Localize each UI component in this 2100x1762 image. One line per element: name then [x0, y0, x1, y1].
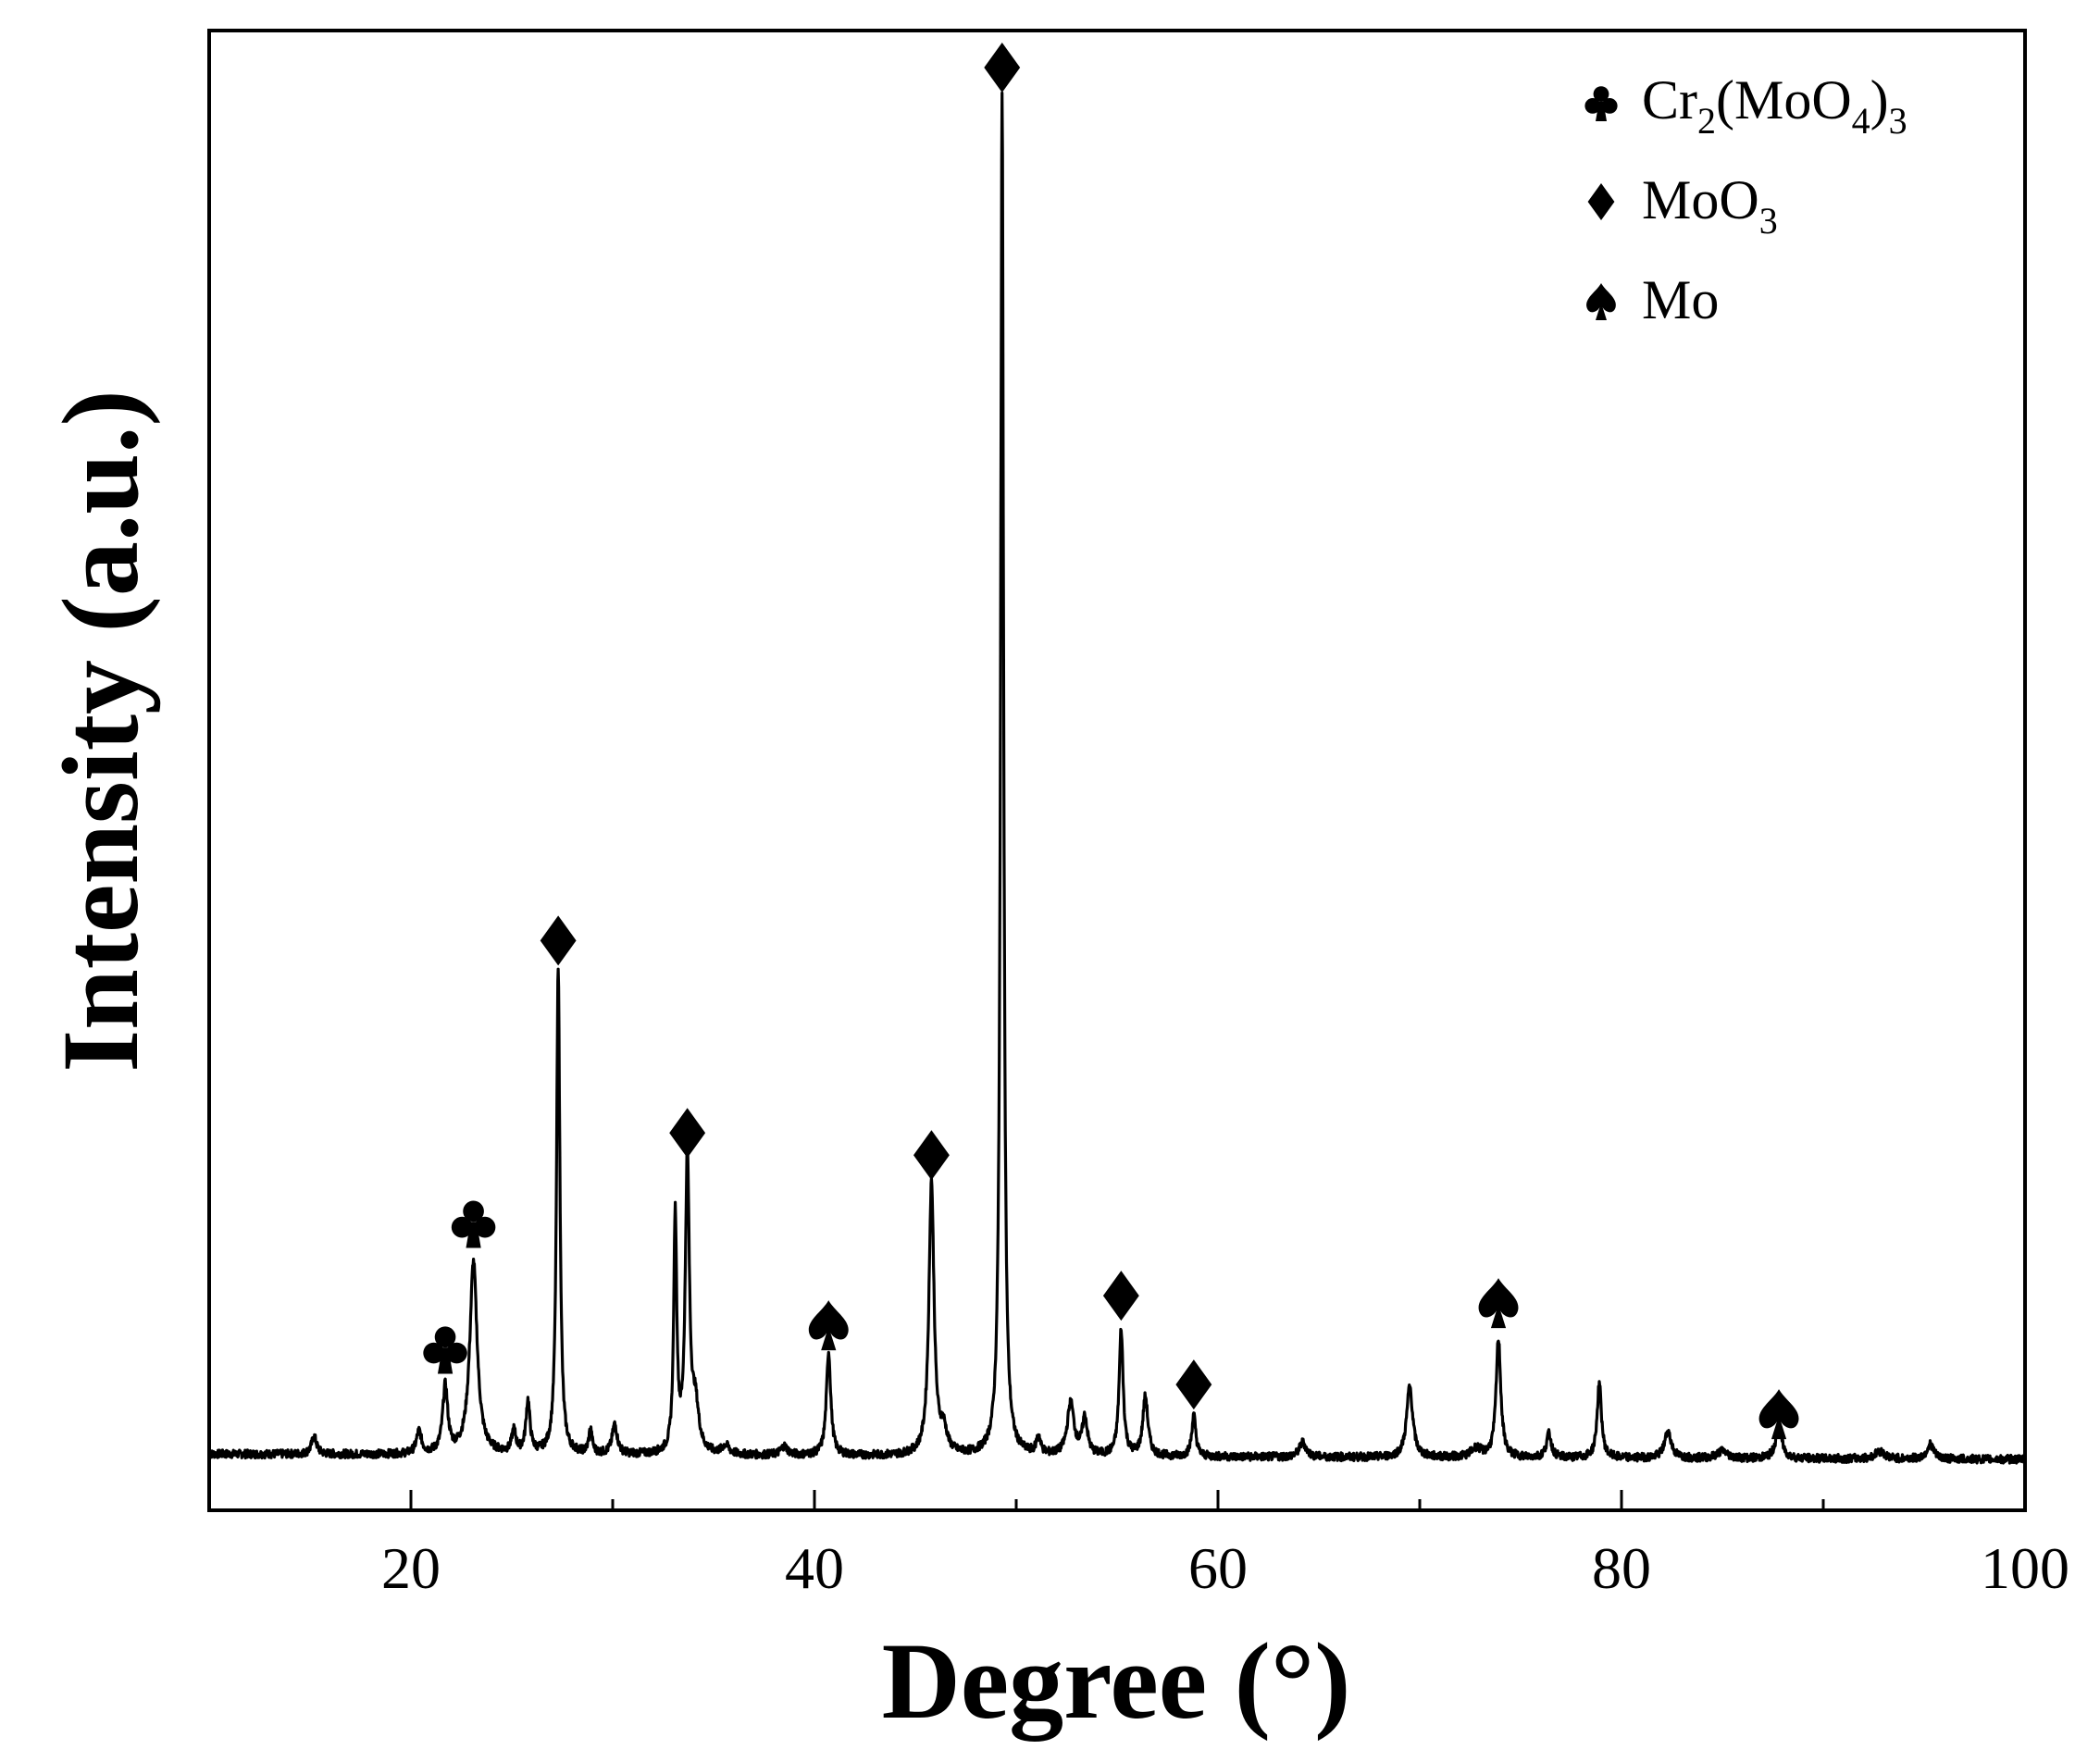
x-tick-label: 20: [381, 1535, 441, 1601]
xrd-series-line-0: [207, 91, 2027, 1465]
legend-label: Mo: [1642, 269, 1719, 330]
peak-marker-diamond-3: [669, 1108, 706, 1159]
legend-symbol-spade: [1586, 283, 1616, 320]
axes: 20 40 60 80 100: [207, 29, 2069, 1601]
peak-marker-club-1: [451, 1200, 496, 1248]
peak-marker-diamond-6: [1102, 1271, 1139, 1322]
legend-label: Cr2(MoO4)3: [1642, 69, 1907, 142]
peak-marker-diamond-5: [984, 42, 1021, 93]
y-axis-title: Intensity (a.u.): [40, 390, 161, 1073]
peak-markers: [423, 42, 1799, 1440]
legend-entry-1: MoO3: [1587, 169, 1778, 242]
x-tick-label: 80: [1592, 1535, 1651, 1601]
peak-marker-club-0: [423, 1326, 467, 1374]
plot-frame: [207, 29, 2027, 1512]
x-tick-label: 60: [1188, 1535, 1248, 1601]
peak-marker-spade-8: [808, 1300, 849, 1351]
legend-entry-2: Mo: [1586, 269, 1719, 330]
peak-marker-diamond-2: [540, 915, 577, 966]
legend-symbol-club: [1584, 86, 1618, 121]
plot-layer: [207, 91, 2027, 1465]
x-tick-label: 40: [785, 1535, 844, 1601]
legend-symbol-diamond: [1587, 183, 1615, 220]
x-axis-title: Degree (°): [882, 1620, 1351, 1742]
x-tick-label: 100: [1981, 1535, 2069, 1601]
peak-marker-diamond-7: [1175, 1359, 1212, 1410]
legend-entry-0: Cr2(MoO4)3: [1584, 69, 1907, 142]
legend: Cr2(MoO4)3 MoO3 Mo: [1584, 69, 1907, 330]
legend-label: MoO3: [1642, 169, 1778, 242]
peak-marker-diamond-4: [913, 1130, 950, 1181]
peak-marker-spade-10: [1758, 1389, 1799, 1440]
peak-marker-spade-9: [1478, 1278, 1519, 1329]
